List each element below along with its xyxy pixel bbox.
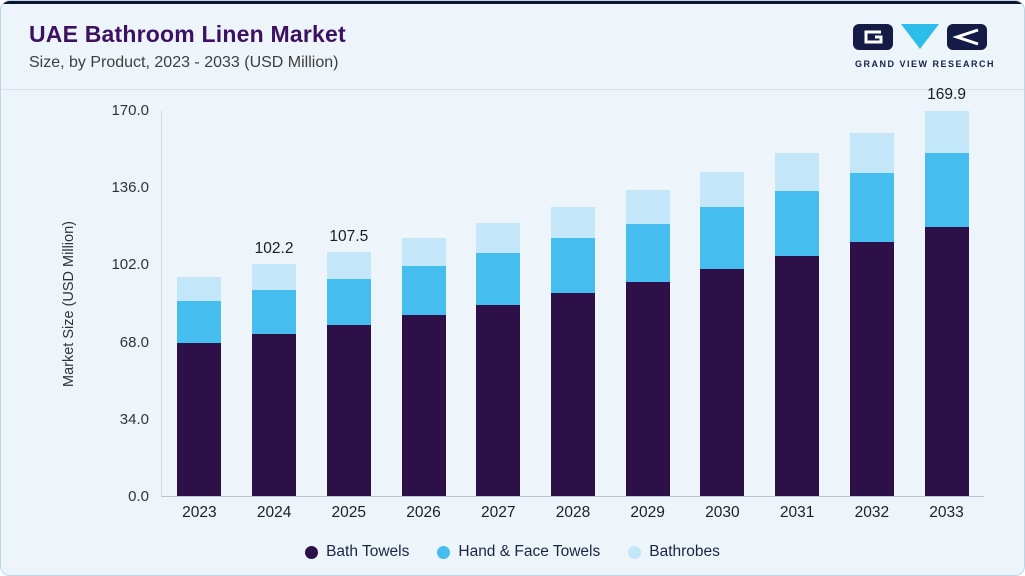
y-tick-label: 136.0: [111, 179, 149, 197]
bar-segment: [476, 222, 521, 253]
x-tick-label: 2024: [256, 504, 292, 521]
bar-group-2023: 2023: [177, 111, 222, 521]
bar-segment: [700, 171, 745, 208]
y-tick-label: 102.0: [111, 256, 149, 274]
bar-segment: [550, 206, 595, 239]
bar-segment: [326, 251, 371, 279]
legend-item: Hand & Face Towels: [437, 543, 600, 561]
bar-group-2026: 2026: [401, 111, 446, 521]
bar-segment: [849, 172, 894, 242]
bar-segment: [252, 264, 297, 290]
bar-group-2031: 2031: [775, 111, 820, 521]
bar-segment: [177, 342, 222, 496]
bar-segment: [924, 111, 969, 154]
legend-label: Bathrobes: [649, 543, 720, 560]
legend-item: Bathrobes: [628, 543, 720, 561]
y-tick-label: 34.0: [119, 410, 149, 428]
bar-segment: [401, 237, 446, 266]
x-tick-label: 2032: [854, 504, 890, 521]
x-tick-label: 2030: [705, 504, 740, 521]
bar-group-2029: 2029: [625, 111, 670, 521]
bar-group-2027: 2027: [476, 111, 521, 521]
legend-swatch: [437, 545, 451, 559]
x-tick-label: 2029: [630, 504, 665, 521]
bar-segment: [849, 132, 894, 173]
bar-group-2033: 2033 169.9: [924, 86, 969, 521]
bar-segment: [252, 289, 297, 334]
x-tick-label: 2025: [331, 504, 367, 521]
header: UAE Bathroom Linen Market Size, by Produ…: [1, 1, 1024, 89]
y-axis-ticks: 0.0 34.0 68.0 102.0 136.0 170.0: [85, 102, 149, 505]
y-tick-label: 68.0: [119, 333, 149, 351]
x-tick-label: 2026: [406, 504, 441, 521]
bar-group-2028: 2028: [550, 111, 595, 521]
bar-segment: [550, 238, 595, 294]
bar-value-annotation: 102.2: [254, 239, 294, 257]
legend-label: Bath Towels: [326, 543, 410, 560]
bar-segment: [326, 325, 371, 496]
x-tick-label: 2023: [182, 504, 217, 521]
bar-group-2030: 2030: [700, 111, 745, 521]
plot-area: 2023 2024 102.2 2025 107.5 2026 2027 2028 2029 20…: [161, 86, 984, 521]
bar-segment: [476, 252, 521, 305]
page-title: UAE Bathroom Linen Market: [29, 21, 346, 47]
legend-label: Hand & Face Towels: [458, 543, 601, 560]
legend: Bath Towels Hand & Face Towels Bathrobes: [1, 543, 1024, 561]
bar-segment: [924, 226, 969, 496]
header-divider: [1, 89, 1024, 90]
bar-segment: [177, 300, 222, 343]
bar-value-annotation: 169.9: [927, 86, 966, 104]
logo-icon: [853, 24, 987, 50]
bar-segment: [625, 189, 670, 224]
legend-item: Bath Towels: [305, 543, 409, 561]
bar-segment: [775, 255, 820, 496]
bar-segment: [700, 207, 745, 269]
logo-text: GRAND VIEW RESEARCH: [854, 59, 995, 69]
y-tick-label: 170.0: [111, 102, 149, 119]
bar-group-2024: 2024 102.2: [252, 111, 297, 521]
legend-swatch: [305, 545, 319, 559]
bar-group-2032: 2032: [849, 111, 894, 521]
x-tick-label: 2028: [555, 504, 591, 521]
y-axis-title-text: Market Size (USD Million): [61, 221, 78, 387]
page-subtitle: Size, by Product, 2023 - 2033 (USD Milli…: [29, 54, 339, 71]
x-tick-label: 2027: [480, 504, 516, 521]
legend-swatch: [628, 545, 642, 559]
bar-segment: [550, 293, 595, 496]
bar-segment: [924, 153, 969, 227]
bar-segment: [775, 152, 820, 191]
bar-group-2025: 2025 107.5: [326, 111, 371, 521]
x-tick-label: 2031: [779, 504, 815, 521]
bar-value-annotation: 107.5: [329, 227, 369, 245]
bar-segment: [177, 276, 222, 301]
y-tick-label: 0.0: [128, 488, 149, 505]
y-axis-title: Market Size (USD Million): [57, 111, 81, 497]
bar-segment: [700, 268, 745, 496]
bar-segment: [252, 333, 297, 496]
bar-segment: [849, 241, 894, 496]
top-accent-line: [1, 1, 1024, 4]
bar-segment: [625, 281, 670, 496]
grand-view-research-logo: GRAND VIEW RESEARCH: [850, 23, 1000, 69]
bar-segment: [401, 315, 446, 496]
bar-segment: [625, 223, 670, 282]
bar-segment: [326, 278, 371, 325]
bar-segment: [775, 190, 820, 256]
bar-segment: [401, 266, 446, 315]
bar-segment: [476, 304, 521, 496]
x-tick-label: 2033: [929, 504, 964, 521]
